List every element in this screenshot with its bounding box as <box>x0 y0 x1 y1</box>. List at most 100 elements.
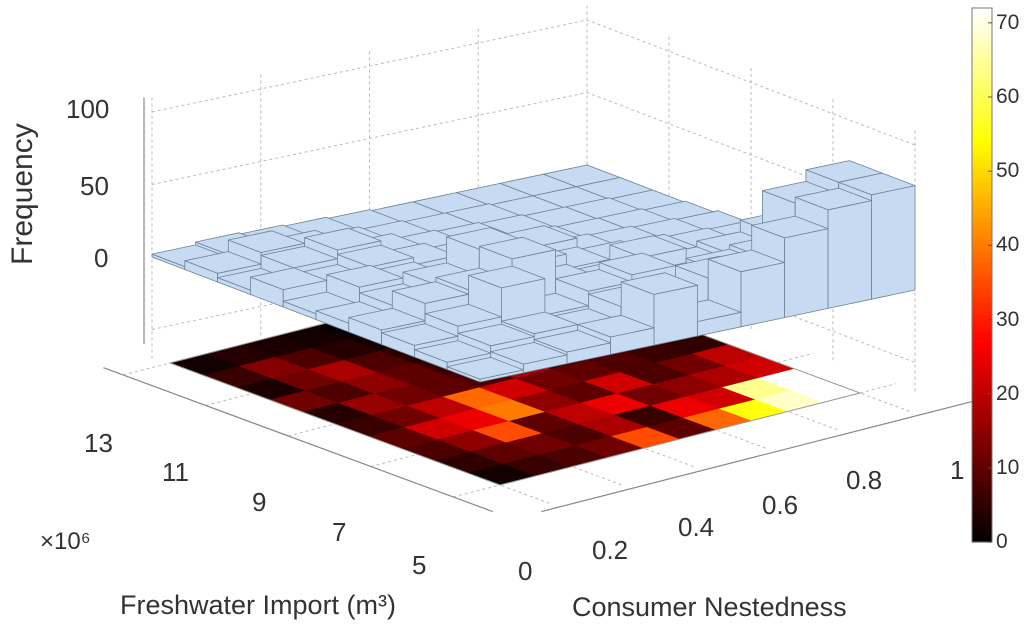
colorbar-segment <box>972 346 992 352</box>
colorbar-segment <box>972 181 992 187</box>
y-tick-label: 13 <box>84 428 113 458</box>
colorbar-segment <box>972 145 992 151</box>
colorbar-segment <box>972 12 992 18</box>
colorbar-segment <box>972 319 992 325</box>
colorbar-segment <box>972 435 992 441</box>
colorbar-segment <box>972 279 992 285</box>
x-tick-label: 0.2 <box>592 535 629 565</box>
colorbar-tick-label: 20 <box>996 381 1020 405</box>
colorbar-segment <box>972 212 992 218</box>
bar-top-face <box>336 244 415 268</box>
colorbar-segment <box>972 506 992 512</box>
z-tick-label: 100 <box>66 94 110 124</box>
bar-top-face <box>609 235 687 258</box>
colorbar-segment <box>972 364 992 370</box>
colorbar-segment <box>972 372 992 378</box>
colorbar-segment <box>972 16 992 22</box>
colorbar-segment <box>972 257 992 263</box>
colorbar-segment <box>972 92 992 98</box>
bar <box>249 267 328 308</box>
bar-top-face <box>794 187 872 211</box>
colorbar-segment <box>972 70 992 76</box>
x-axis-title: Consumer Nestedness <box>572 592 847 622</box>
colorbar-segment <box>972 217 992 223</box>
colorbar-segment <box>972 56 992 62</box>
colorbar-segment <box>972 252 992 258</box>
colorbar-segment <box>972 332 992 338</box>
colorbar-segment <box>972 404 992 410</box>
colorbar-segment <box>972 479 992 485</box>
x-tick-label: 0.6 <box>762 490 799 520</box>
y-axis-title: Freshwater Import (m³) <box>120 590 397 620</box>
colorbar-border <box>971 7 993 543</box>
colorbar-tick-label: 50 <box>996 159 1020 183</box>
bar-front-face <box>871 185 916 300</box>
colorbar-segment <box>972 186 992 192</box>
colorbar-segment <box>972 177 992 183</box>
bar-top-face <box>620 272 698 295</box>
z-axis-title: Frequency <box>6 123 39 265</box>
y-tick-label: 11 <box>162 457 189 487</box>
colorbar-segment <box>972 377 992 383</box>
bar-top-face <box>249 267 328 291</box>
colorbar-segment <box>972 163 992 169</box>
colorbar-segment <box>972 484 992 490</box>
colorbar-segment <box>972 390 992 396</box>
bar <box>446 356 524 383</box>
x-tick-label: 1 <box>950 455 965 485</box>
bar-top-face <box>391 281 470 304</box>
colorbar-tick-label: 40 <box>996 233 1020 257</box>
colorbar-segment <box>972 275 992 281</box>
colorbar-segment <box>972 261 992 267</box>
colorbar-segment <box>972 74 992 80</box>
bar-top-face <box>457 323 535 347</box>
colorbar-segment <box>972 412 992 418</box>
bar-front-face <box>653 284 698 346</box>
colorbar-segment <box>972 48 992 54</box>
colorbar-segment <box>972 123 992 129</box>
colorbar-segment <box>972 105 992 111</box>
colorbar-segment <box>972 150 992 156</box>
colorbar-segment <box>972 243 992 249</box>
colorbar-segment <box>972 168 992 174</box>
colorbar-segment <box>972 524 992 530</box>
colorbar-tick-label: 10 <box>996 455 1020 479</box>
bar-top-face <box>413 340 492 363</box>
colorbar-segment <box>972 230 992 236</box>
bar-top-face <box>838 172 916 196</box>
bar-top-face <box>184 251 262 274</box>
colorbar-segment <box>972 315 992 321</box>
colorbar-segment <box>972 199 992 205</box>
colorbar-segment <box>972 128 992 134</box>
colorbar-segment <box>972 537 992 543</box>
colorbar-segment <box>972 323 992 329</box>
colorbar-segment <box>972 461 992 467</box>
grid-line <box>151 19 916 146</box>
y-tick-label: 5 <box>412 550 427 580</box>
colorbar-segment <box>972 203 992 209</box>
bar-top-face <box>304 227 382 251</box>
colorbar-segment <box>972 270 992 276</box>
colorbar-segment <box>972 226 992 232</box>
colorbar-segment <box>972 488 992 494</box>
colorbar-segment <box>972 337 992 343</box>
colorbar-segment <box>972 497 992 503</box>
colorbar-segment <box>972 141 992 147</box>
colorbar-segment <box>972 65 992 71</box>
bar-top-face <box>555 269 633 292</box>
colorbar-segment <box>972 355 992 361</box>
x-tick-label: 0.8 <box>846 465 883 495</box>
colorbar-segment <box>972 493 992 499</box>
colorbar-segment <box>972 154 992 160</box>
colorbar-segment <box>972 234 992 240</box>
colorbar-segment <box>972 466 992 472</box>
colorbar-segment <box>972 97 992 103</box>
colorbar-tick-label: 60 <box>996 85 1020 108</box>
colorbar-segment <box>972 172 992 178</box>
colorbar-segment <box>972 501 992 507</box>
colorbar-segment <box>972 470 992 476</box>
colorbar-tick-label: 30 <box>996 307 1020 331</box>
bar-top-face <box>227 230 306 253</box>
